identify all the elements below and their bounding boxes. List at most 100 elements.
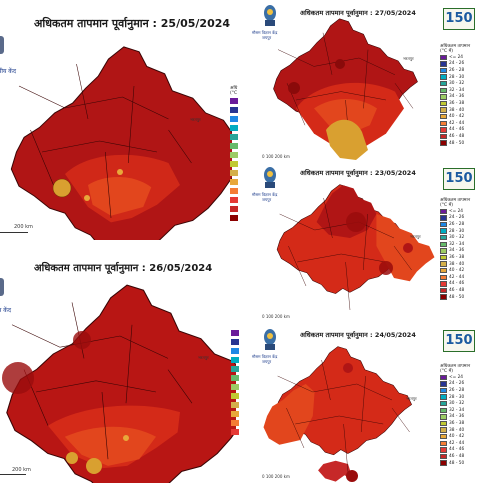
legend-row: 46 - 48 (440, 453, 470, 460)
legend-title: अधिकतम तापमान (440, 364, 471, 369)
legend-range-label: 32 - 34 (449, 407, 465, 413)
legend-range-label: 42 - 44 (449, 440, 465, 446)
legend-range-label: 24 - 26 (449, 215, 465, 221)
legend-swatch (440, 221, 447, 228)
legend-row: 26 - 28 (440, 387, 470, 394)
legend-range-label: 26 - 28 (449, 387, 465, 393)
legend-range-label: 28 - 30 (449, 394, 465, 400)
logo-subtext: जयपुर (262, 197, 272, 202)
legend-swatch (440, 120, 447, 126)
city-label: भरतपुर (198, 355, 209, 360)
legend-range-label: 44 - 46 (449, 281, 465, 287)
legend-swatch (440, 420, 447, 427)
legend-swatch (440, 414, 447, 420)
imd-emblem-icon (264, 167, 276, 188)
imd150-logo: 150 (443, 8, 475, 30)
legend-row: 46 - 48 (440, 287, 470, 294)
legend-range-label: 26 - 28 (449, 221, 465, 227)
legend-swatch (440, 54, 447, 60)
legend-row: 26 - 28 (440, 67, 470, 74)
legend-row: 24 - 26 (440, 381, 470, 388)
legend-swatch (440, 433, 447, 440)
legend-range-label: 38 - 40 (449, 107, 465, 113)
logo-subtext: जयपुर (262, 35, 272, 40)
legend-swatch (440, 228, 447, 234)
legend-partial: अधि (°C (230, 86, 238, 221)
legend-range-label: 34 - 36 (449, 414, 465, 420)
legend-range-label: 24 - 26 (449, 381, 465, 387)
legend-swatch (440, 453, 447, 460)
map-title: अधिकतम तापमान पूर्वानुमान : 26/05/2024 (34, 263, 213, 274)
city-label: भरतपुर (406, 396, 417, 401)
legend-range-label: 38 - 40 (449, 427, 465, 433)
legend-swatch (440, 133, 447, 140)
legend-swatch (440, 294, 447, 300)
scale-bar: 0 100 200 km (262, 154, 290, 159)
legend-range-label: 40 - 42 (449, 434, 465, 440)
legend-range-label: 30 - 32 (449, 235, 465, 241)
legend-swatch (440, 407, 447, 413)
legend-swatch (440, 261, 447, 267)
legend-swatch (440, 80, 447, 87)
legend-range-label: 40 - 42 (449, 268, 465, 274)
legend: अधिकतम तापमान (°C में) <= 24 24 - 26 26 - … (440, 198, 470, 300)
imd-emblem-icon (264, 329, 276, 350)
map-panel-2605: अधिकतम तापमान पूर्वानुमान : 26/05/2024 न… (0, 248, 244, 483)
legend-swatch (440, 107, 447, 113)
city-label: भरतपुर (190, 117, 201, 122)
legend-range-label: 48 - 50 (449, 460, 465, 466)
legend-swatch (440, 447, 447, 453)
legend-swatch (440, 427, 447, 433)
legend-row: 48 - 50 (440, 460, 470, 467)
imd150-text: 150 (445, 333, 473, 348)
legend-row: 30 - 32 (440, 234, 470, 241)
imd150-logo: 150 (443, 168, 475, 190)
map-panel-2305: मौसम विज्ञान केंद्र जयपुर अधिकतम तापमान … (250, 162, 480, 322)
legend-row: <= 24 (440, 374, 470, 381)
legend-swatch (440, 394, 447, 400)
legend-row: 38 - 40 (440, 261, 470, 268)
logo-text: मौसम विज्ञान केंद्र (252, 192, 278, 197)
legend-swatch (440, 381, 447, 387)
legend: अधिकतम तापमान (°C में) <= 24 24 - 26 26 - … (440, 44, 470, 146)
legend-range-label: 38 - 40 (449, 261, 465, 267)
legend-row: 42 - 44 (440, 440, 470, 447)
legend-row: <= 24 (440, 54, 470, 61)
legend-row: 34 - 36 (440, 94, 470, 101)
legend-swatch (440, 94, 447, 100)
legend-title: अधिकतम तापमान (440, 44, 471, 49)
legend-swatch (440, 127, 447, 133)
legend-swatch (440, 113, 447, 120)
map-panel-2505: अधिकतम तापमान पूर्वानुमान : 25/05/2024 व… (0, 0, 244, 245)
legend-swatch (440, 248, 447, 254)
legend-partial (231, 330, 239, 438)
map-panel-2405: मौसम विज्ञान केंद्र जयपुर अधिकतम तापमान … (250, 322, 480, 483)
legend-title: अधिकतम तापमान (440, 198, 471, 203)
logo-text: मौसम विज्ञान केंद्र (252, 30, 278, 35)
logo-emblem (0, 278, 4, 296)
legend-range-label: 36 - 38 (449, 254, 465, 260)
scale-line (0, 474, 26, 475)
rajasthan-map (263, 338, 446, 482)
legend-row: 36 - 38 (440, 420, 470, 427)
legend-range-label: 34 - 36 (449, 94, 465, 100)
legend-swatch (440, 274, 447, 280)
legend-swatch (440, 61, 447, 67)
legend-range-label: <= 24 (449, 54, 464, 60)
legend-swatch (440, 400, 447, 407)
rajasthan-map (2, 278, 236, 483)
legend-swatch (440, 234, 447, 241)
legend-row: 26 - 28 (440, 221, 470, 228)
legend-row: 40 - 42 (440, 433, 470, 440)
legend-range-label: 28 - 30 (449, 228, 465, 234)
legend-range-label: 40 - 42 (449, 114, 465, 120)
legend-row: 36 - 38 (440, 254, 470, 261)
legend-range-label: 26 - 28 (449, 67, 465, 73)
rajasthan-map (258, 176, 435, 311)
scale-bar: 0 100 200 km (262, 314, 290, 319)
legend-unit: (°C (230, 91, 238, 96)
legend-row: 24 - 26 (440, 61, 470, 68)
logo-text: न केंद (0, 307, 12, 314)
legend-range-label: <= 24 (449, 208, 464, 214)
legend-range-label: 44 - 46 (449, 127, 465, 133)
